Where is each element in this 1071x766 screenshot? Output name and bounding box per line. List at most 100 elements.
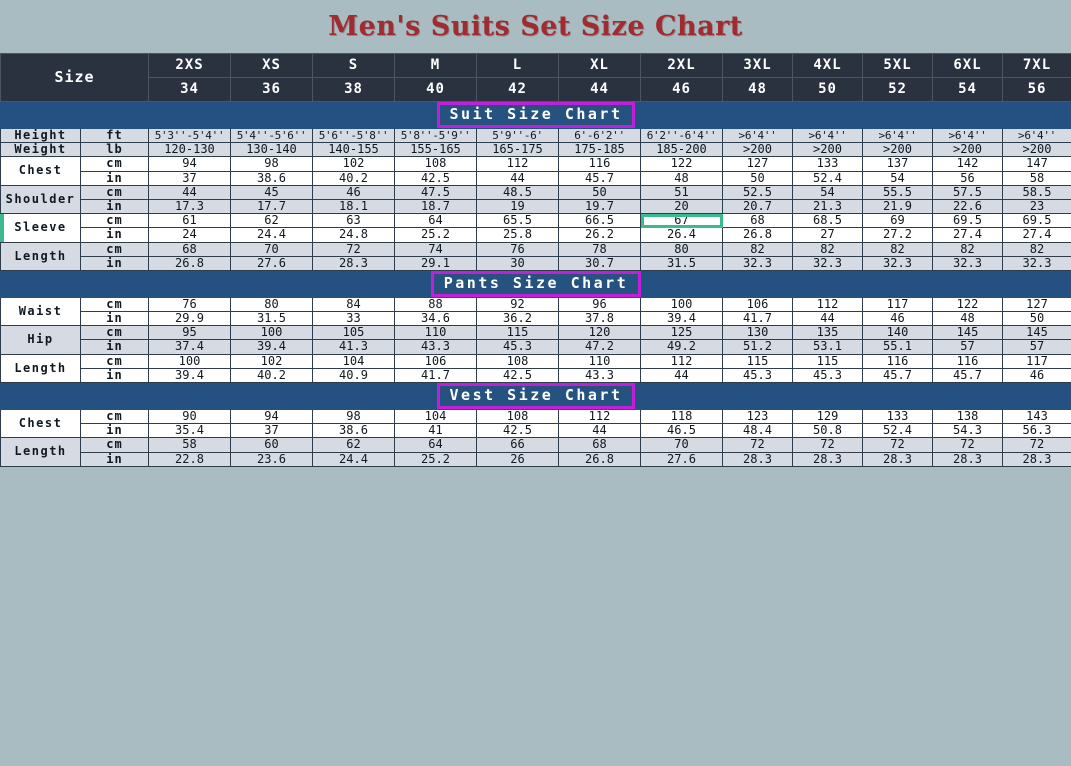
value-cell[interactable]: 122	[640, 156, 723, 172]
value-cell[interactable]: 76	[148, 296, 231, 313]
value-cell[interactable]: 68	[558, 437, 641, 453]
value-cell[interactable]: 20	[640, 198, 723, 215]
value-cell[interactable]: 68	[148, 241, 231, 257]
value-cell[interactable]: 25.2	[394, 227, 477, 243]
value-cell[interactable]: 27.6	[230, 255, 313, 271]
value-cell[interactable]: 29.1	[394, 255, 477, 271]
value-cell[interactable]: 120	[558, 325, 641, 341]
value-cell[interactable]: 125	[640, 325, 723, 341]
value-cell[interactable]: 135	[792, 325, 863, 341]
value-cell[interactable]: 100	[148, 353, 231, 369]
value-cell[interactable]: 23.6	[230, 451, 313, 467]
value-cell[interactable]: 72	[792, 437, 863, 453]
value-cell[interactable]: 55.1	[862, 339, 933, 355]
value-cell[interactable]: 45.3	[476, 339, 559, 355]
value-cell[interactable]: 82	[862, 241, 933, 257]
value-cell[interactable]: 50	[1002, 311, 1071, 327]
value-cell[interactable]: 5'3''-5'4''	[148, 127, 231, 144]
value-cell[interactable]: 55.5	[862, 184, 933, 200]
value-cell[interactable]: 112	[640, 353, 723, 369]
value-cell[interactable]: 82	[722, 241, 793, 257]
value-cell[interactable]: 5'9''-6'	[476, 127, 559, 144]
value-cell[interactable]: 117	[862, 296, 933, 313]
size-number-46[interactable]: 46	[640, 77, 723, 102]
value-cell[interactable]: 102	[230, 353, 313, 369]
value-cell[interactable]: 30.7	[558, 255, 641, 271]
value-cell[interactable]: 32.3	[1002, 255, 1071, 271]
size-number-36[interactable]: 36	[230, 77, 313, 102]
value-cell[interactable]: 28.3	[862, 451, 933, 467]
value-cell[interactable]: 47.5	[394, 184, 477, 200]
value-cell[interactable]: 28.3	[792, 451, 863, 467]
value-cell[interactable]: 42.5	[476, 423, 559, 439]
value-cell[interactable]: 41.7	[722, 311, 793, 327]
value-cell[interactable]: 82	[932, 241, 1003, 257]
value-cell[interactable]: 74	[394, 241, 477, 257]
value-cell[interactable]: 50	[722, 170, 793, 186]
value-cell[interactable]: 23	[1002, 198, 1071, 215]
value-cell[interactable]: 31.5	[640, 255, 723, 271]
value-cell[interactable]: 76	[476, 241, 559, 257]
size-letter-xs[interactable]: XS	[230, 53, 313, 78]
value-cell[interactable]: 62	[312, 437, 395, 453]
value-cell[interactable]: 57	[1002, 339, 1071, 355]
value-cell[interactable]: 26	[476, 451, 559, 467]
value-cell[interactable]: 58	[148, 437, 231, 453]
value-cell[interactable]: 42.5	[476, 367, 559, 384]
value-cell[interactable]: 72	[1002, 437, 1071, 453]
value-cell[interactable]: 43.3	[558, 367, 641, 384]
value-cell[interactable]: 22.6	[932, 198, 1003, 215]
value-cell[interactable]: 70	[230, 241, 313, 257]
value-cell[interactable]: 130-140	[230, 142, 313, 158]
value-cell[interactable]: >200	[792, 142, 863, 158]
value-cell[interactable]: 44	[558, 423, 641, 439]
value-cell[interactable]: 48	[932, 311, 1003, 327]
value-cell[interactable]: 105	[312, 325, 395, 341]
value-cell[interactable]: 140-155	[312, 142, 395, 158]
size-number-52[interactable]: 52	[862, 77, 933, 102]
value-cell[interactable]: 118	[640, 408, 723, 425]
value-cell[interactable]: 80	[640, 241, 723, 257]
value-cell[interactable]: 19.7	[558, 198, 641, 215]
value-cell[interactable]: 133	[862, 408, 933, 425]
value-cell[interactable]: 44	[148, 184, 231, 200]
value-cell[interactable]: 130	[722, 325, 793, 341]
value-cell[interactable]: 46	[1002, 367, 1071, 384]
value-cell[interactable]: 24.4	[230, 227, 313, 243]
value-cell[interactable]: 102	[312, 156, 395, 172]
value-cell[interactable]: 25.8	[476, 227, 559, 243]
value-cell[interactable]: 6'-6'2''	[558, 127, 641, 144]
value-cell[interactable]: 94	[148, 156, 231, 172]
value-cell[interactable]: 54	[792, 184, 863, 200]
value-cell[interactable]: 46.5	[640, 423, 723, 439]
value-cell[interactable]: 117	[1002, 353, 1071, 369]
value-cell[interactable]: 115	[476, 325, 559, 341]
value-cell[interactable]: 98	[312, 408, 395, 425]
size-number-54[interactable]: 54	[932, 77, 1003, 102]
value-cell[interactable]: 51.2	[722, 339, 793, 355]
size-letter-l[interactable]: L	[476, 53, 559, 78]
value-cell[interactable]: 66	[476, 437, 559, 453]
size-number-56[interactable]: 56	[1002, 77, 1071, 102]
value-cell[interactable]: 82	[1002, 241, 1071, 257]
value-cell[interactable]: 65.5	[476, 213, 559, 229]
value-cell[interactable]: 31.5	[230, 311, 313, 327]
value-cell[interactable]: 27	[792, 227, 863, 243]
value-cell[interactable]: 104	[394, 408, 477, 425]
value-cell[interactable]: 72	[932, 437, 1003, 453]
value-cell[interactable]: 46	[862, 311, 933, 327]
value-cell[interactable]: 24.4	[312, 451, 395, 467]
value-cell[interactable]: 127	[722, 156, 793, 172]
value-cell[interactable]: 54.3	[932, 423, 1003, 439]
size-letter-7xl[interactable]: 7XL	[1002, 53, 1071, 78]
value-cell[interactable]: 21.9	[862, 198, 933, 215]
value-cell[interactable]: 28.3	[932, 451, 1003, 467]
value-cell[interactable]: 115	[792, 353, 863, 369]
value-cell[interactable]: 58.5	[1002, 184, 1071, 200]
value-cell[interactable]: 43.3	[394, 339, 477, 355]
value-cell[interactable]: 69.5	[932, 213, 1003, 229]
value-cell[interactable]: 155-165	[394, 142, 477, 158]
value-cell[interactable]: 66.5	[558, 213, 641, 229]
value-cell[interactable]: 48.4	[722, 423, 793, 439]
value-cell[interactable]: 47.2	[558, 339, 641, 355]
